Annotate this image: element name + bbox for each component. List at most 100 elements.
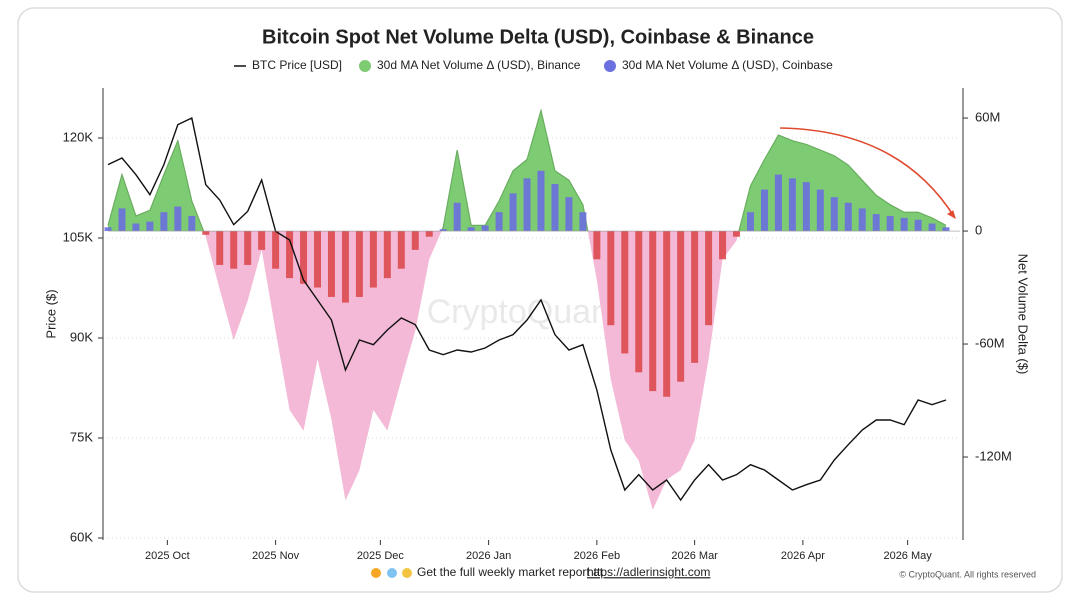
bar [369, 231, 377, 288]
bar [733, 231, 741, 237]
bar [202, 231, 210, 235]
footer: Get the full weekly market report at htt… [371, 565, 710, 579]
bar [453, 202, 461, 232]
bar [327, 231, 335, 297]
bar [341, 231, 349, 303]
bar [593, 231, 601, 260]
x-tick-label: 2026 May [883, 550, 932, 562]
bar [481, 225, 489, 232]
legend-swatch [359, 60, 371, 72]
y2-axis-label: Net Volume Delta ($) [1016, 254, 1031, 375]
x-tick-label: 2026 Mar [671, 550, 718, 562]
legend-item: 30d MA Net Volume Δ (USD), Coinbase [604, 58, 833, 72]
bar [760, 189, 768, 232]
bar [705, 231, 713, 326]
bar [844, 202, 852, 232]
bar [719, 231, 727, 260]
arrow-head [947, 210, 956, 220]
bar [244, 231, 252, 265]
bar [565, 197, 573, 232]
bar [579, 212, 587, 232]
bar [802, 182, 810, 232]
chart-title: Bitcoin Spot Net Volume Delta (USD), Coi… [262, 26, 814, 48]
footer-icon [371, 568, 381, 578]
x-tick-label: 2026 Jan [466, 550, 511, 562]
bar [816, 189, 824, 232]
bar [551, 183, 559, 232]
footer-icon [387, 568, 397, 578]
y-axis-label: Price ($) [43, 289, 58, 338]
y2-tick-label: -120M [975, 448, 1012, 463]
bar [691, 231, 699, 363]
bar [132, 223, 140, 232]
bar [928, 223, 936, 232]
bar [872, 214, 880, 232]
y2-tick-label: -60M [975, 335, 1005, 350]
bar [914, 219, 922, 232]
bar [747, 212, 754, 232]
bar [355, 231, 363, 297]
x-tick-label: 2025 Nov [252, 550, 300, 562]
bar [286, 231, 294, 279]
bar [621, 231, 629, 354]
footer-link[interactable]: https://adlerinsight.com [587, 565, 710, 579]
x-tick-label: 2026 Feb [574, 550, 620, 562]
x-tick-label: 2025 Dec [357, 550, 405, 562]
bar [649, 231, 657, 392]
bar [886, 215, 894, 232]
bar [383, 231, 391, 279]
bar [523, 178, 531, 232]
y2-tick-label: 0 [975, 222, 982, 237]
bar [216, 231, 224, 265]
credit: © CryptoQuant. All rights reserved [899, 569, 1036, 579]
price-line [107, 116, 947, 502]
x-tick-label: 2026 Apr [781, 550, 825, 562]
bar [677, 231, 685, 382]
bar [411, 231, 419, 250]
area-edge [107, 108, 947, 231]
y-tick-label: 75K [70, 429, 93, 444]
bar [258, 231, 266, 250]
bar [537, 170, 545, 232]
bar [174, 206, 182, 232]
bar [495, 212, 503, 232]
bar [942, 227, 950, 232]
bar [830, 197, 838, 232]
area-positive [108, 110, 947, 231]
bar [509, 193, 517, 232]
bar [118, 208, 126, 232]
bar [788, 178, 796, 232]
bar [439, 229, 447, 232]
bar [314, 231, 321, 288]
bar [104, 227, 112, 232]
y-tick-label: 60K [70, 529, 93, 544]
trend-arrow [779, 127, 956, 219]
bar [300, 231, 308, 284]
bar [230, 231, 238, 269]
bar [146, 221, 154, 232]
bar [635, 231, 643, 373]
legend-item: BTC Price [USD] [234, 58, 342, 72]
legend-swatch [604, 60, 616, 72]
bar [858, 208, 866, 232]
plot-layer: 60K 75K 90K 105K 120K -120M -60M 0 60M 2025 Oct 20… [63, 108, 1012, 562]
legend-label: BTC Price [USD] [252, 58, 342, 72]
bar [607, 231, 615, 326]
x-tick-label: 2025 Oct [145, 550, 190, 562]
legend-label: 30d MA Net Volume Δ (USD), Binance [377, 58, 581, 72]
bar [272, 231, 280, 269]
bar [774, 174, 782, 232]
legend-item: 30d MA Net Volume Δ (USD), Binance [359, 58, 581, 72]
watermark: CryptoQuant [427, 293, 620, 331]
y-tick-label: 90K [70, 329, 93, 344]
bar [397, 231, 405, 269]
y-tick-label: 120K [63, 129, 94, 144]
bar [188, 215, 196, 232]
bar [663, 231, 671, 397]
footer-icon [402, 568, 412, 578]
legend-label: 30d MA Net Volume Δ (USD), Coinbase [622, 58, 833, 72]
bar [900, 217, 908, 232]
footer-text: Get the full weekly market report at [417, 565, 604, 579]
